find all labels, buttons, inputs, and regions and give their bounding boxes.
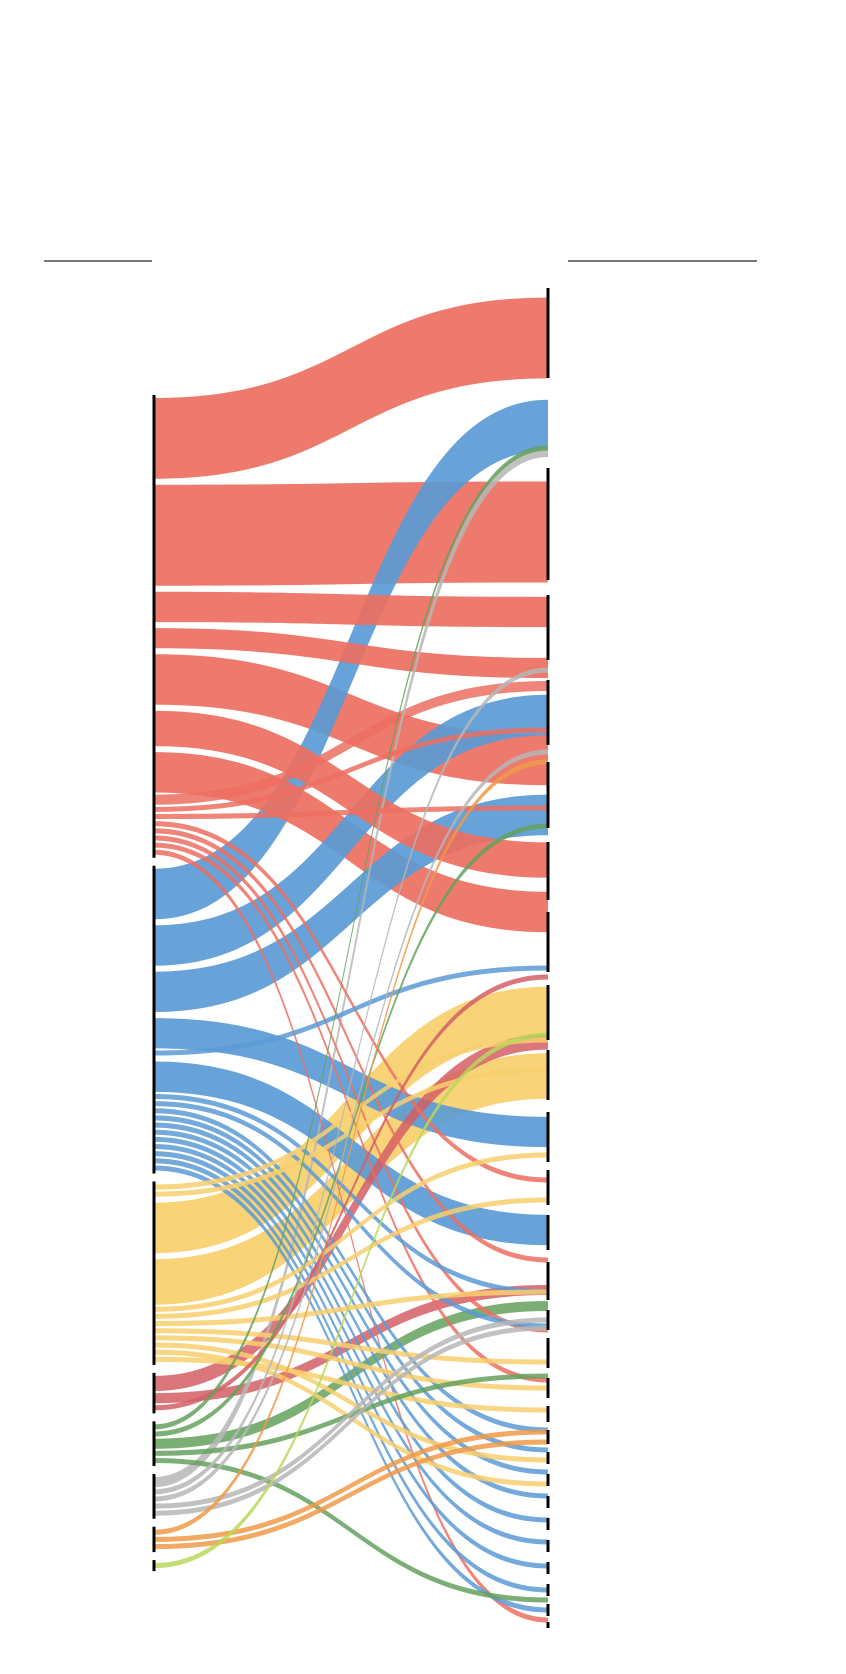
flow-red-1	[154, 481, 548, 586]
flow-orange-58	[154, 1429, 548, 1542]
flow-yellow-36	[154, 1152, 548, 1312]
flow-red-8	[154, 727, 548, 812]
flow-blue-30	[154, 1158, 548, 1593]
flow-red-10	[154, 821, 548, 1183]
flow-red-0	[154, 297, 548, 479]
flow-blue-29	[154, 1151, 548, 1569]
flow-blue-24	[154, 1115, 548, 1453]
flow-yellow-43	[154, 1356, 548, 1413]
flow-blue-26	[154, 1129, 548, 1499]
flow-yellow-32	[154, 1037, 548, 1190]
flow-orange-57	[154, 759, 548, 1535]
flow-green-47	[154, 445, 548, 1430]
flow-gray-56	[154, 1325, 548, 1516]
flow-blue-19	[154, 965, 548, 1056]
flow-blue-16	[154, 694, 548, 966]
flow-blue-22	[154, 1101, 548, 1329]
flow-red-14	[154, 849, 548, 1623]
flow-red-7	[154, 680, 548, 805]
flow-gray-53	[154, 667, 548, 1495]
flow-crimson-46	[154, 974, 548, 1411]
flow-green-48	[154, 823, 548, 1437]
flow-green-51	[154, 1458, 548, 1603]
flow-red-11	[154, 828, 548, 1263]
flow-lime-60	[154, 1032, 548, 1569]
flow-yellow-40	[154, 1335, 548, 1391]
flow-red-9	[154, 805, 548, 820]
flow-gray-55	[154, 1317, 548, 1509]
flow-gray-54	[154, 749, 548, 1502]
flow-blue-31	[154, 1165, 548, 1613]
flow-blue-23	[154, 1108, 548, 1433]
flow-yellow-38	[154, 1289, 548, 1327]
flow-yellow-37	[154, 1197, 548, 1319]
flow-blue-27	[154, 1136, 548, 1523]
flow-red-3	[154, 628, 548, 679]
flow-red-12	[154, 835, 548, 1333]
flows-layer	[154, 297, 548, 1623]
flow-yellow-39	[154, 1328, 548, 1365]
flow-gray-52	[154, 446, 548, 1488]
flow-yellow-41	[154, 1342, 548, 1463]
flow-red-2	[154, 591, 548, 628]
flow-orange-59	[154, 1439, 548, 1550]
flow-red-5	[154, 710, 548, 878]
flow-blue-20	[154, 1061, 548, 1246]
